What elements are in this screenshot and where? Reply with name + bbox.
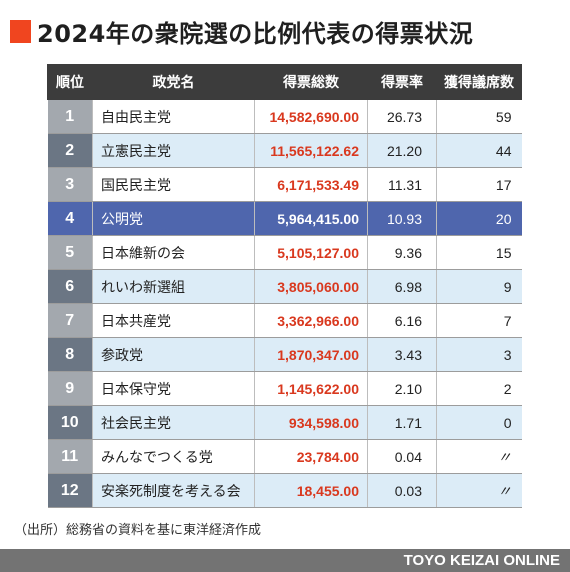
title-text: 2024年の衆院選の比例代表の得票状況 (37, 19, 474, 48)
table-row: 12 安楽死制度を考える会 18,455.00 0.03 〃 (47, 473, 522, 508)
rank-cell: 11 (47, 439, 93, 474)
footer-bar: TOYO KEIZAI ONLINE (0, 549, 570, 572)
table-row: 1 自由民主党 14,582,690.00 26.73 59 (47, 99, 522, 134)
page-title: 2024年の衆院選の比例代表の得票状況 (10, 14, 473, 48)
rate-cell: 9.36 (367, 235, 437, 270)
votes-cell: 5,964,415.00 (254, 201, 368, 236)
rank-cell: 10 (47, 405, 93, 440)
rate-cell: 2.10 (367, 371, 437, 406)
rank-cell: 7 (47, 303, 93, 338)
party-cell: 安楽死制度を考える会 (92, 473, 255, 508)
seats-cell: 2 (436, 371, 522, 406)
title-marker (10, 19, 31, 43)
votes-cell: 5,105,127.00 (254, 235, 368, 270)
votes-cell: 3,362,966.00 (254, 303, 368, 338)
seats-cell: 59 (436, 99, 522, 134)
seats-cell: 〃 (436, 473, 522, 508)
header-rate: 得票率 (367, 64, 437, 100)
rank-cell: 6 (47, 269, 93, 304)
rank-cell: 1 (47, 99, 93, 134)
votes-cell: 11,565,122.62 (254, 133, 368, 168)
table-row: 8 参政党 1,870,347.00 3.43 3 (47, 337, 522, 372)
header-rank: 順位 (47, 64, 93, 100)
seats-cell: 〃 (436, 439, 522, 474)
rate-cell: 21.20 (367, 133, 437, 168)
party-cell: 参政党 (92, 337, 255, 372)
party-cell: れいわ新選組 (92, 269, 255, 304)
header-votes: 得票総数 (254, 64, 368, 100)
votes-cell: 1,145,622.00 (254, 371, 368, 406)
rank-cell: 2 (47, 133, 93, 168)
rate-cell: 11.31 (367, 167, 437, 202)
party-cell: 立憲民主党 (92, 133, 255, 168)
rank-cell: 5 (47, 235, 93, 270)
rate-cell: 0.04 (367, 439, 437, 474)
votes-cell: 3,805,060.00 (254, 269, 368, 304)
table-row: 7 日本共産党 3,362,966.00 6.16 7 (47, 303, 522, 338)
footer-brand: TOYO KEIZAI ONLINE (403, 552, 560, 569)
rate-cell: 1.71 (367, 405, 437, 440)
party-cell: 社会民主党 (92, 405, 255, 440)
votes-cell: 934,598.00 (254, 405, 368, 440)
table-row: 5 日本維新の会 5,105,127.00 9.36 15 (47, 235, 522, 270)
party-cell: 自由民主党 (92, 99, 255, 134)
table-row: 6 れいわ新選組 3,805,060.00 6.98 9 (47, 269, 522, 304)
votes-cell: 1,870,347.00 (254, 337, 368, 372)
party-cell: みんなでつくる党 (92, 439, 255, 474)
seats-cell: 17 (436, 167, 522, 202)
votes-cell: 23,784.00 (254, 439, 368, 474)
rank-cell: 9 (47, 371, 93, 406)
votes-cell: 6,171,533.49 (254, 167, 368, 202)
table-row: 3 国民民主党 6,171,533.49 11.31 17 (47, 167, 522, 202)
table-row: 11 みんなでつくる党 23,784.00 0.04 〃 (47, 439, 522, 474)
table-row: 2 立憲民主党 11,565,122.62 21.20 44 (47, 133, 522, 168)
results-table: 順位 政党名 得票総数 得票率 獲得議席数 1 自由民主党 14,582,690… (47, 64, 522, 508)
rank-cell: 4 (47, 201, 93, 236)
seats-cell: 0 (436, 405, 522, 440)
votes-cell: 14,582,690.00 (254, 99, 368, 134)
votes-cell: 18,455.00 (254, 473, 368, 508)
header-seats: 獲得議席数 (436, 64, 522, 100)
party-cell: 国民民主党 (92, 167, 255, 202)
table-row-highlighted: 4 公明党 5,964,415.00 10.93 20 (47, 201, 522, 236)
seats-cell: 15 (436, 235, 522, 270)
rate-cell: 26.73 (367, 99, 437, 134)
seats-cell: 3 (436, 337, 522, 372)
rate-cell: 6.98 (367, 269, 437, 304)
party-cell: 日本共産党 (92, 303, 255, 338)
rank-cell: 8 (47, 337, 93, 372)
party-cell: 公明党 (92, 201, 255, 236)
seats-cell: 9 (436, 269, 522, 304)
party-cell: 日本保守党 (92, 371, 255, 406)
rate-cell: 6.16 (367, 303, 437, 338)
source-note: （出所）総務省の資料を基に東洋経済作成 (14, 523, 262, 538)
rate-cell: 10.93 (367, 201, 437, 236)
table-row: 10 社会民主党 934,598.00 1.71 0 (47, 405, 522, 440)
rank-cell: 12 (47, 473, 93, 508)
party-cell: 日本維新の会 (92, 235, 255, 270)
seats-cell: 20 (436, 201, 522, 236)
rate-cell: 3.43 (367, 337, 437, 372)
rate-cell: 0.03 (367, 473, 437, 508)
table-header-row: 順位 政党名 得票総数 得票率 獲得議席数 (47, 64, 522, 100)
table-row: 9 日本保守党 1,145,622.00 2.10 2 (47, 371, 522, 406)
header-party: 政党名 (92, 64, 255, 100)
seats-cell: 44 (436, 133, 522, 168)
seats-cell: 7 (436, 303, 522, 338)
rank-cell: 3 (47, 167, 93, 202)
